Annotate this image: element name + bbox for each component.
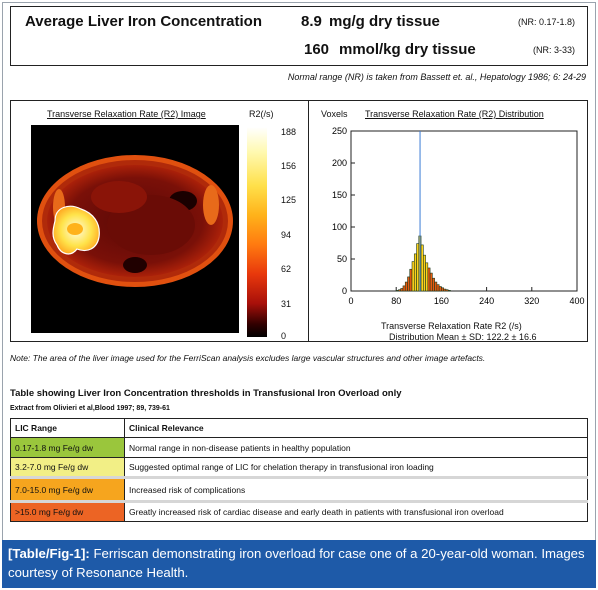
table-source: Extract from Olivieri et al,Blood 1997; … [10,405,170,412]
reference-note: Normal range (NR) is taken from Bassett … [287,72,586,82]
hist-bar [402,285,406,292]
lic-threshold-table: LIC Range Clinical Relevance 0.17-1.8 mg… [10,418,588,522]
r2-mri-image [31,125,239,333]
hist-bar [420,244,424,292]
col-header-relevance: Clinical Relevance [124,418,588,438]
hist-bar [413,253,417,292]
summary-title: Average Liver Iron Concentration [25,13,262,30]
hist-bar [443,288,447,292]
lic-range-cell: 7.0-15.0 mg Fe/g dw [10,476,125,503]
hist-mean-annotation: Distribution Mean ± SD: 122.2 ± 16.6 [389,332,537,342]
colorbar-tick: 156 [281,161,297,171]
relevance-cell: Greatly increased risk of cardiac diseas… [124,501,588,522]
caption-text: Ferriscan demonstrating iron overload fo… [8,546,585,580]
lic-summary-box: Average Liver Iron Concentration 8.9 mg/… [10,6,588,66]
hist-bar [432,277,435,292]
hist-bar [395,290,399,292]
caption-label: [Table/Fig-1]: [8,546,90,561]
table-row: >15.0 mg Fe/g dw Greatly increased risk … [10,501,588,522]
hist-x-label: Transverse Relaxation Rate R2 (/s) [381,321,522,331]
hist-x-tick-label: 240 [479,296,494,306]
hist-plot-area [350,130,578,292]
lic-value-mg: 8.9 [301,13,322,30]
lic-range-cell: 3.2-7.0 mg Fe/g dw [10,457,125,478]
colorbar-tick: 31 [281,299,292,309]
hist-bar [447,290,451,292]
hist-y-tick-label: 200 [332,158,347,168]
colorbar-tick: 0 [281,331,287,341]
hist-title: Transverse Relaxation Rate (R2) Distribu… [365,109,544,119]
hist-y-label: Voxels [321,109,348,119]
hist-y-tick-label: 250 [332,126,347,136]
hist-x-tick-label: 320 [524,296,539,306]
hist-bar [423,254,426,292]
relevance-cell: Increased risk of complications [124,476,588,503]
hist-y-tick-label: 50 [337,254,347,264]
image-note: Note: The area of the liver image used f… [10,353,486,363]
colorbar-tick: 125 [281,195,297,205]
hist-x-tick-label: 0 [348,296,353,306]
hist-bar [429,272,433,292]
hist-y-tick-label: 150 [332,190,347,200]
table-row: 3.2-7.0 mg Fe/g dw Suggested optimal ran… [10,457,588,478]
table-row: 0.17-1.8 mg Fe/g dw Normal range in non-… [10,437,588,458]
hist-bar [398,289,402,292]
hist-x-tick-label: 80 [391,296,401,306]
hist-bar [434,281,438,292]
relevance-cell: Normal range in non-disease patients in … [124,437,588,458]
table-title: Table showing Liver Iron Concentration t… [10,388,402,399]
hist-bar [436,284,440,292]
hist-bar [438,286,442,292]
hist-bar [411,261,415,292]
r2-panel: Transverse Relaxation Rate (R2) Image R2… [10,100,588,342]
hist-bar [425,262,429,292]
hist-bar [427,267,431,292]
table-header-row: LIC Range Clinical Relevance [10,418,588,438]
figure-caption: [Table/Fig-1]: Ferriscan demonstrating i… [2,540,596,588]
normal-range-mmol: (NR: 3-33) [532,45,575,55]
r2-image-title: Transverse Relaxation Rate (R2) Image [47,109,206,119]
lic-value-mmol: 160 [304,41,330,58]
hist-bar [416,243,420,292]
lic-range-cell: >15.0 mg Fe/g dw [10,501,125,522]
hist-bar [445,289,449,292]
colorbar-tick: 62 [281,264,292,274]
lic-unit-mmol: mmol/kg dry tissue [339,41,476,58]
r2-colorbar [247,127,267,337]
hist-bar [407,276,411,292]
hist-bar [409,268,413,292]
hist-x-tick-label: 160 [434,296,449,306]
lic-unit-mg: mg/g dry tissue [329,13,440,30]
col-header-range: LIC Range [10,418,125,438]
normal-range-mg: (NR: 0.17-1.8) [517,17,575,27]
r2-histogram: 0 50 100 150 200 250 0 80 160 240 320 400 [332,126,585,306]
hist-y-tick-label: 100 [332,222,347,232]
lic-range-cell: 0.17-1.8 mg Fe/g dw [10,437,125,458]
r2-unit-label: R2(/s) [249,109,274,119]
hist-x-tick-label: 400 [569,296,584,306]
hist-bar [400,288,404,292]
relevance-cell: Suggested optimal range of LIC for chela… [124,457,588,478]
colorbar-tick: 188 [281,127,297,137]
colorbar-tick: 94 [281,230,292,240]
hist-bar [441,287,444,292]
table-row-highlighted: 7.0-15.0 mg Fe/g dw Increased risk of co… [10,476,588,503]
panel-divider [308,101,309,341]
hist-bar [404,281,408,292]
hist-y-tick-label: 0 [342,286,347,296]
